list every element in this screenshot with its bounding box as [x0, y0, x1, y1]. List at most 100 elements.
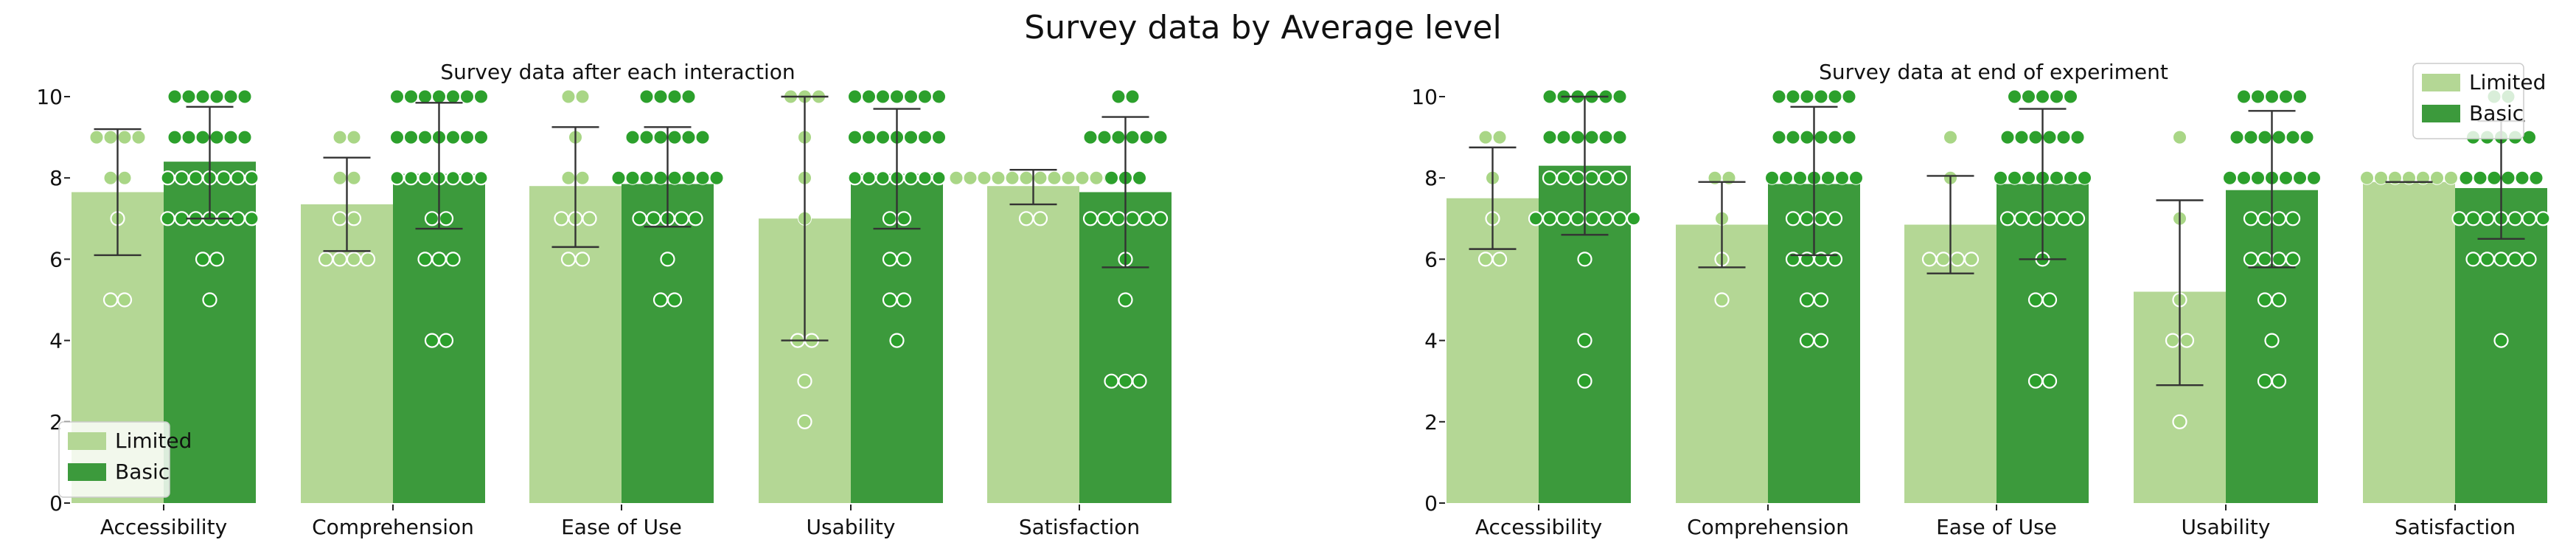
data-point: [1714, 292, 1730, 308]
data-point: [473, 170, 489, 186]
data-point: [1813, 292, 1829, 308]
data-point: [1612, 130, 1627, 145]
data-point: [1542, 89, 1557, 104]
data-point: [695, 130, 710, 145]
data-point: [1943, 130, 1957, 145]
data-point: [2515, 170, 2530, 185]
data-point: [2374, 170, 2388, 185]
data-point: [460, 130, 474, 145]
data-point: [2479, 211, 2495, 226]
data-point: [2027, 211, 2044, 226]
data-point: [1842, 130, 1856, 145]
data-point: [797, 414, 812, 429]
data-point: [318, 252, 334, 267]
data-point: [1089, 170, 1104, 185]
data-point: [560, 252, 577, 267]
data-point: [446, 89, 460, 104]
data-point: [1542, 211, 1558, 226]
data-point: [216, 170, 232, 186]
data-point: [2055, 211, 2072, 226]
legend-swatch-limited: [2422, 74, 2460, 91]
data-point: [681, 89, 696, 104]
data-point: [882, 292, 898, 308]
data-point: [1542, 170, 1558, 186]
data-point: [347, 170, 361, 185]
data-point: [1827, 211, 1843, 226]
data-point: [1104, 373, 1119, 389]
y-tick-label: 0: [49, 491, 63, 516]
data-point: [681, 130, 696, 145]
data-point: [1799, 333, 1815, 348]
data-point: [2279, 89, 2293, 104]
data-point: [2459, 170, 2474, 185]
data-point: [1772, 130, 1786, 145]
panel-title: Survey data after each interaction: [440, 60, 795, 84]
bar-limited: [301, 204, 393, 503]
data-point: [244, 211, 260, 226]
data-point: [1828, 130, 1842, 145]
data-point: [2251, 170, 2265, 185]
data-point: [1842, 89, 1856, 104]
data-point: [1083, 130, 1098, 145]
data-point: [1492, 130, 1507, 145]
data-point: [1999, 211, 2016, 226]
data-point: [2050, 89, 2064, 104]
y-tick-label: 2: [1424, 410, 1438, 434]
data-point: [2271, 373, 2287, 389]
data-point: [2064, 170, 2078, 185]
data-point: [223, 130, 238, 145]
data-point: [2521, 211, 2537, 226]
legend: Limited Basic: [58, 421, 192, 498]
data-point: [2056, 130, 2071, 145]
data-point: [2286, 130, 2300, 145]
y-tick-label: 10: [36, 85, 63, 109]
data-point: [1799, 292, 1815, 308]
legend-swatch-basic: [2422, 105, 2460, 122]
data-point: [1125, 89, 1140, 104]
data-point: [1152, 211, 1169, 226]
data-point: [890, 89, 904, 104]
data-point: [474, 130, 488, 145]
legend-label-limited: Limited: [115, 429, 192, 453]
data-point: [876, 130, 890, 145]
data-point: [882, 252, 898, 267]
data-point: [237, 89, 252, 104]
data-point: [1132, 373, 1147, 389]
data-point: [932, 130, 946, 145]
data-point: [1111, 130, 1126, 145]
data-point: [848, 89, 862, 104]
data-point: [445, 170, 461, 186]
data-point: [861, 170, 877, 186]
data-point: [1032, 211, 1048, 226]
data-point: [1849, 170, 1863, 185]
data-point: [333, 170, 347, 185]
data-point: [417, 170, 433, 186]
data-point: [2300, 130, 2314, 145]
data-point: [1814, 130, 1828, 145]
data-point: [561, 89, 576, 104]
data-point: [431, 252, 447, 267]
data-point: [403, 170, 419, 186]
data-point: [404, 130, 418, 145]
x-tick-label: Ease of Use: [1936, 515, 2057, 539]
data-point: [667, 170, 682, 185]
data-point: [160, 170, 175, 186]
data-point: [459, 170, 475, 186]
data-point: [2451, 211, 2467, 226]
data-point: [1153, 130, 1168, 145]
data-point: [904, 130, 918, 145]
data-point: [2285, 211, 2301, 226]
data-point: [117, 130, 132, 145]
data-point: [1542, 130, 1557, 145]
data-point: [2041, 292, 2058, 308]
data-point: [1813, 333, 1829, 348]
data-point: [188, 170, 203, 186]
data-point: [209, 89, 224, 104]
data-point: [918, 130, 932, 145]
data-point: [1821, 170, 1835, 185]
data-point: [1075, 170, 1090, 185]
data-point: [1132, 170, 1146, 185]
data-point: [2265, 89, 2279, 104]
data-point: [438, 211, 454, 226]
data-point: [2223, 170, 2237, 185]
